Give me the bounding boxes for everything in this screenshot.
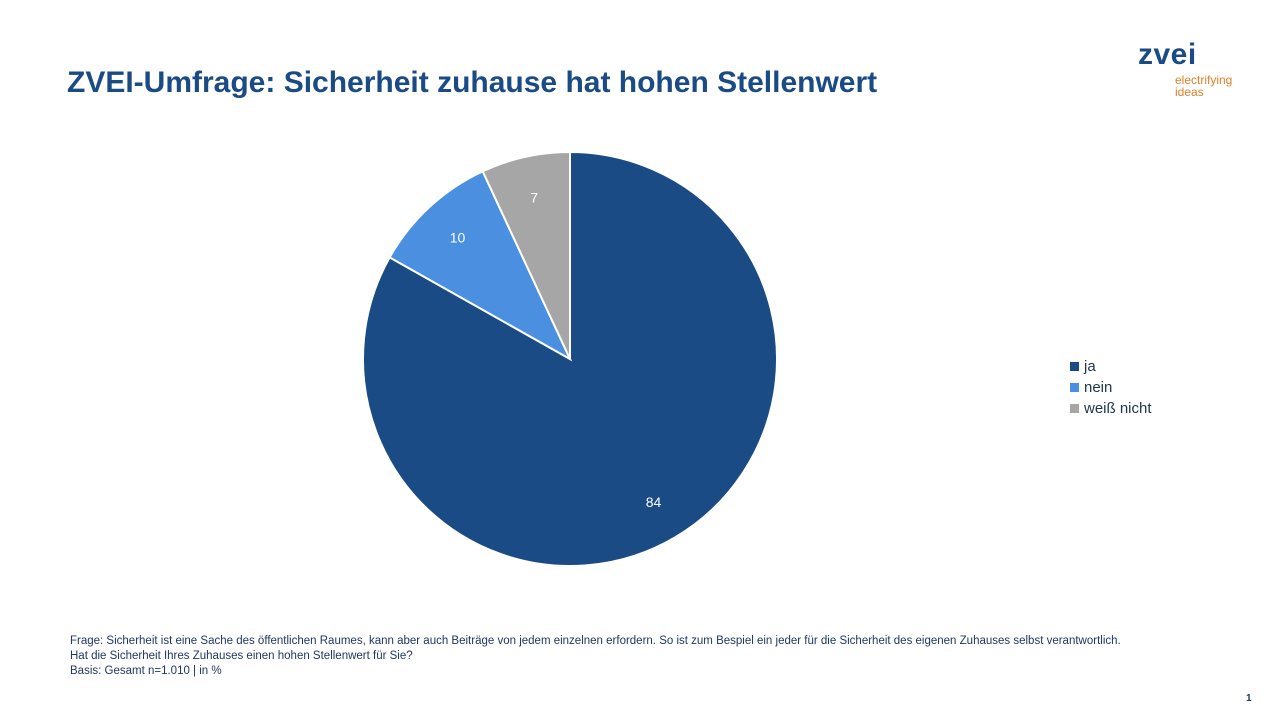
legend-label: weiß nicht xyxy=(1084,400,1152,417)
legend-item-0: ja xyxy=(1070,356,1152,377)
slice-value-label-0: 84 xyxy=(646,494,662,510)
pie-slice-1 xyxy=(388,169,573,362)
legend-item-1: nein xyxy=(1070,377,1152,398)
page-title: ZVEI-Umfrage: Sicherheit zuhause hat hoh… xyxy=(67,66,878,99)
pie-slice-2 xyxy=(481,150,571,360)
footnote-question-line1: Frage: Sicherheit ist eine Sache des öff… xyxy=(70,635,1121,647)
legend-label: ja xyxy=(1084,358,1096,375)
page-number: 1 xyxy=(1246,693,1252,704)
legend-swatch xyxy=(1070,383,1079,392)
legend-swatch xyxy=(1070,404,1079,413)
logo-tagline-line1: electrifying xyxy=(1175,73,1233,87)
legend-item-2: weiß nicht xyxy=(1070,398,1152,419)
footnote-question-line2: Hat die Sicherheit Ihres Zuhauses einen … xyxy=(70,650,413,662)
logo-wordmark: zvei xyxy=(1138,38,1197,71)
legend-swatch xyxy=(1070,362,1079,371)
slice-value-label-1: 10 xyxy=(450,229,466,245)
slice-value-label-2: 7 xyxy=(530,189,538,205)
zvei-logo: zvei electrifying ideas xyxy=(1138,40,1248,100)
chart-legend: ja nein weiß nicht xyxy=(1070,356,1152,419)
pie-slice-0 xyxy=(361,150,778,567)
footnote: Frage: Sicherheit ist eine Sache des öff… xyxy=(70,634,1121,679)
footnote-basis: Basis: Gesamt n=1.010 | in % xyxy=(70,665,222,677)
logo-tagline-line2: ideas xyxy=(1175,85,1204,99)
legend-label: nein xyxy=(1084,379,1113,396)
